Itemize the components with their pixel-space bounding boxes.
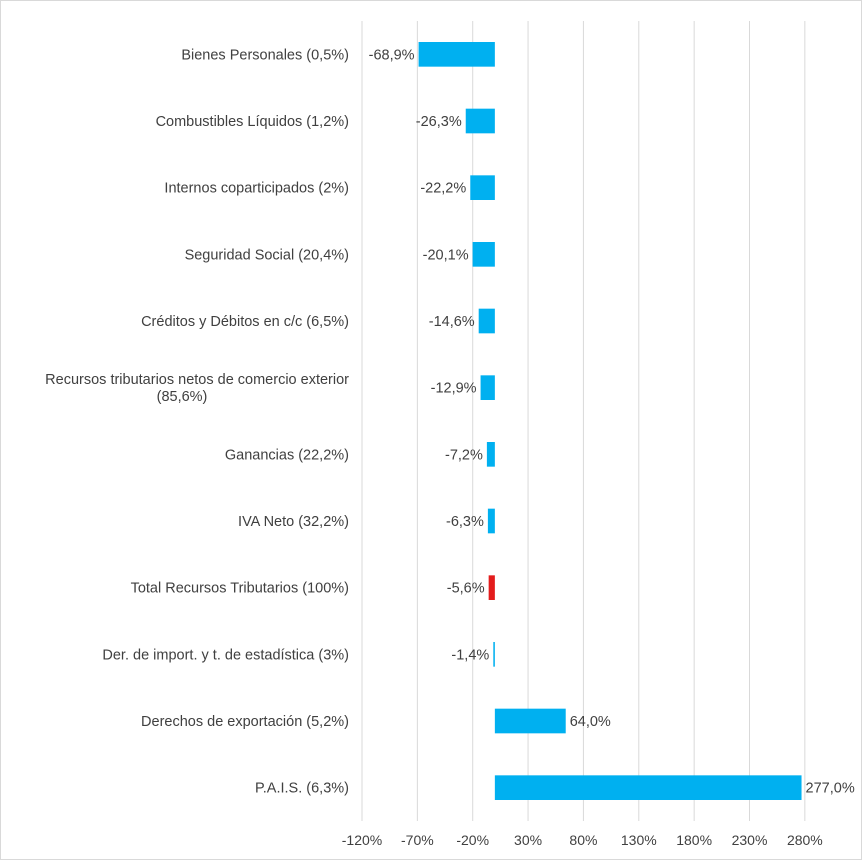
category-label-line: Derechos de exportación (5,2%) xyxy=(141,714,349,730)
category-label: Ganancias (22,2%) xyxy=(225,447,349,463)
category-label: Der. de import. y t. de estadística (3%) xyxy=(102,647,349,663)
x-tick-label: 280% xyxy=(787,832,823,848)
category-label-line: Ganancias (22,2%) xyxy=(225,447,349,463)
bar xyxy=(478,308,495,334)
data-labels: -68,9% -26,3% -22,2% -20,1% -14,6% -12,9% -7,2… xyxy=(369,47,855,796)
x-tick-label: 230% xyxy=(732,832,768,848)
bar xyxy=(487,508,495,534)
bar xyxy=(493,642,495,667)
category-label-line: Der. de import. y t. de estadística (3%) xyxy=(102,647,349,663)
x-tick-label: 80% xyxy=(569,832,597,848)
category-label: Bienes Personales (0,5%) xyxy=(181,47,349,63)
bar xyxy=(418,42,495,67)
data-label: -7,2% xyxy=(445,447,483,463)
bars xyxy=(418,42,802,800)
category-label-line: Seguridad Social (20,4%) xyxy=(185,247,349,263)
category-label-line: Créditos y Débitos en c/c (6,5%) xyxy=(141,314,349,330)
bar xyxy=(472,242,495,267)
data-label: 277,0% xyxy=(806,781,855,797)
bar xyxy=(488,575,495,600)
category-label-line: (85,6%) xyxy=(157,389,208,405)
category-label: Internos coparticipados (2%) xyxy=(164,181,349,197)
x-tick-label: -20% xyxy=(456,832,489,848)
x-axis-tick-labels: -120% -70% -20% 30% 80% 130% 180% 230% 280% xyxy=(342,832,823,848)
category-label-line: IVA Neto (32,2%) xyxy=(238,514,349,530)
category-label-line: Internos coparticipados (2%) xyxy=(164,181,349,197)
data-label: -6,3% xyxy=(446,514,484,530)
category-label-line: Total Recursos Tributarios (100%) xyxy=(131,581,349,597)
data-label: -20,1% xyxy=(423,247,469,263)
data-label: -26,3% xyxy=(416,114,462,130)
x-tick-label: 180% xyxy=(676,832,712,848)
data-label: 64,0% xyxy=(570,714,611,730)
category-label: Recursos tributarios netos de comercio e… xyxy=(45,372,349,405)
category-label: Créditos y Débitos en c/c (6,5%) xyxy=(141,314,349,330)
bar xyxy=(465,108,495,134)
data-label: -1,4% xyxy=(451,647,489,663)
category-label-line: Recursos tributarios netos de comercio e… xyxy=(45,372,349,388)
bar xyxy=(486,442,495,467)
category-label-line: P.A.I.S. (6,3%) xyxy=(255,781,349,797)
x-tick-label: 30% xyxy=(514,832,542,848)
x-tick-label: 130% xyxy=(621,832,657,848)
x-tick-label: -120% xyxy=(342,832,382,848)
category-label: Seguridad Social (20,4%) xyxy=(185,247,349,263)
data-label: -5,6% xyxy=(447,581,485,597)
data-label: -12,9% xyxy=(431,381,477,397)
data-label: -14,6% xyxy=(429,314,475,330)
data-label: -22,2% xyxy=(420,181,466,197)
bar xyxy=(480,375,495,400)
category-label-line: Combustibles Líquidos (1,2%) xyxy=(156,114,349,130)
category-label: Derechos de exportación (5,2%) xyxy=(141,714,349,730)
bar xyxy=(470,175,495,200)
x-tick-label: -70% xyxy=(401,832,434,848)
category-label: IVA Neto (32,2%) xyxy=(238,514,349,530)
category-label: Combustibles Líquidos (1,2%) xyxy=(156,114,349,130)
data-label: -68,9% xyxy=(369,47,415,63)
category-label: P.A.I.S. (6,3%) xyxy=(255,781,349,797)
bar xyxy=(494,708,566,734)
bar xyxy=(494,775,802,800)
category-labels: Bienes Personales (0,5%) Combustibles Líq… xyxy=(45,47,349,796)
gridlines xyxy=(361,21,806,821)
category-label: Total Recursos Tributarios (100%) xyxy=(131,581,349,597)
category-label-line: Bienes Personales (0,5%) xyxy=(181,47,349,63)
